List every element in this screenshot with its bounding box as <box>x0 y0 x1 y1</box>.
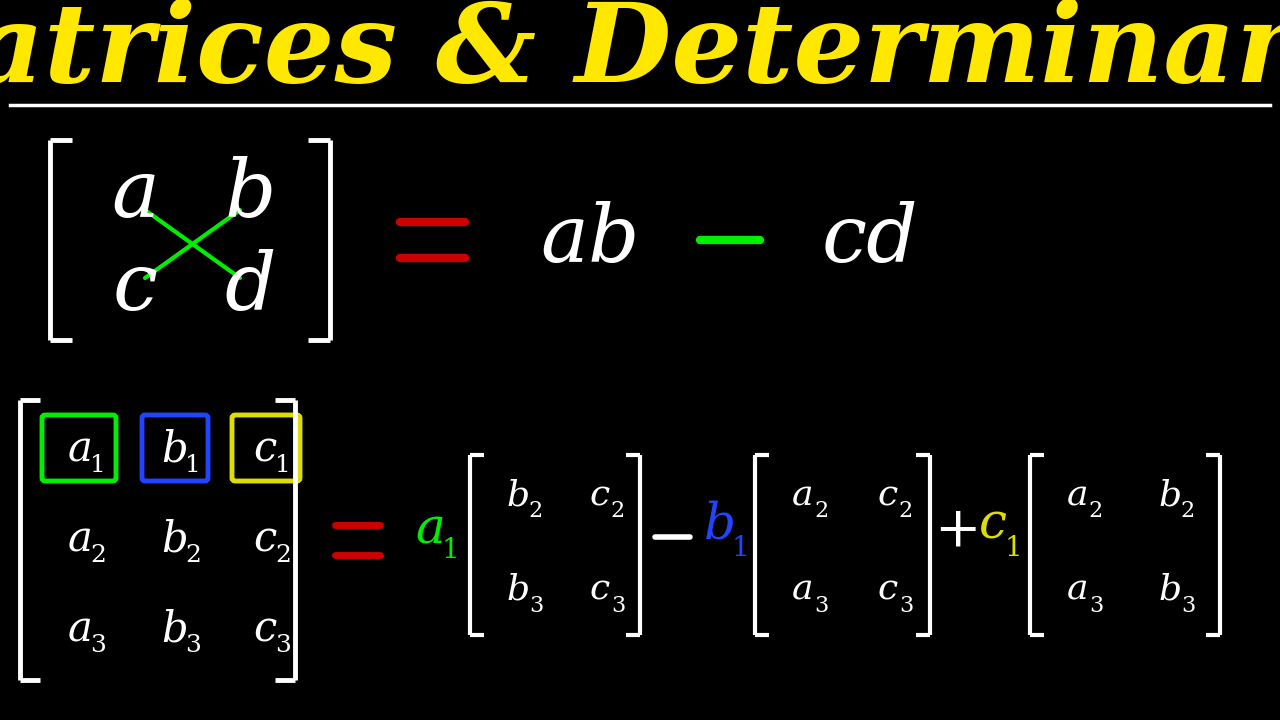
Text: 2: 2 <box>611 500 625 522</box>
Text: a: a <box>1068 573 1089 607</box>
Text: d: d <box>224 249 275 327</box>
Text: 2: 2 <box>814 500 828 522</box>
Text: 3: 3 <box>899 595 913 617</box>
Text: 2: 2 <box>275 544 291 567</box>
Text: b: b <box>161 519 188 561</box>
Text: Matrices & Determinants: Matrices & Determinants <box>0 0 1280 106</box>
Text: c: c <box>878 478 899 512</box>
Text: 2: 2 <box>1089 500 1103 522</box>
Text: b: b <box>507 478 530 512</box>
Text: 3: 3 <box>186 634 201 657</box>
Text: a: a <box>1068 478 1089 512</box>
Text: c: c <box>253 429 276 471</box>
Text: a: a <box>111 156 159 234</box>
Text: 1: 1 <box>731 534 749 562</box>
Text: b: b <box>161 609 188 651</box>
Text: +: + <box>933 503 980 557</box>
Text: 1: 1 <box>442 536 458 564</box>
Text: 3: 3 <box>1089 595 1103 617</box>
Text: ab: ab <box>540 202 640 279</box>
Text: c: c <box>878 573 899 607</box>
Text: 3: 3 <box>90 634 106 657</box>
Text: c: c <box>590 478 611 512</box>
Text: 3: 3 <box>275 634 291 657</box>
Text: a: a <box>68 609 92 651</box>
Text: a: a <box>68 519 92 561</box>
Text: 1: 1 <box>186 454 201 477</box>
Text: b: b <box>161 429 188 471</box>
Text: 3: 3 <box>1181 595 1196 617</box>
Text: 2: 2 <box>90 544 106 567</box>
Text: 2: 2 <box>899 500 913 522</box>
Text: c: c <box>590 573 611 607</box>
Text: 3: 3 <box>611 595 625 617</box>
Text: b: b <box>507 573 530 607</box>
Text: b: b <box>1158 478 1181 512</box>
Text: b: b <box>704 500 736 550</box>
Text: 2: 2 <box>529 500 543 522</box>
Text: 1: 1 <box>90 454 106 477</box>
Text: 2: 2 <box>1181 500 1196 522</box>
Text: a: a <box>792 573 814 607</box>
Text: a: a <box>415 505 445 554</box>
Text: 2: 2 <box>186 544 201 567</box>
Text: a: a <box>68 429 92 471</box>
Text: c: c <box>253 519 276 561</box>
Text: 3: 3 <box>814 595 828 617</box>
Text: 3: 3 <box>529 595 543 617</box>
Text: 1: 1 <box>275 454 291 477</box>
Text: cd: cd <box>822 202 918 279</box>
Text: b: b <box>1158 573 1181 607</box>
Text: c: c <box>979 500 1007 550</box>
Text: b: b <box>224 156 275 234</box>
Text: a: a <box>792 478 814 512</box>
Text: c: c <box>113 249 157 327</box>
Text: c: c <box>253 609 276 651</box>
Text: 1: 1 <box>1004 534 1021 562</box>
